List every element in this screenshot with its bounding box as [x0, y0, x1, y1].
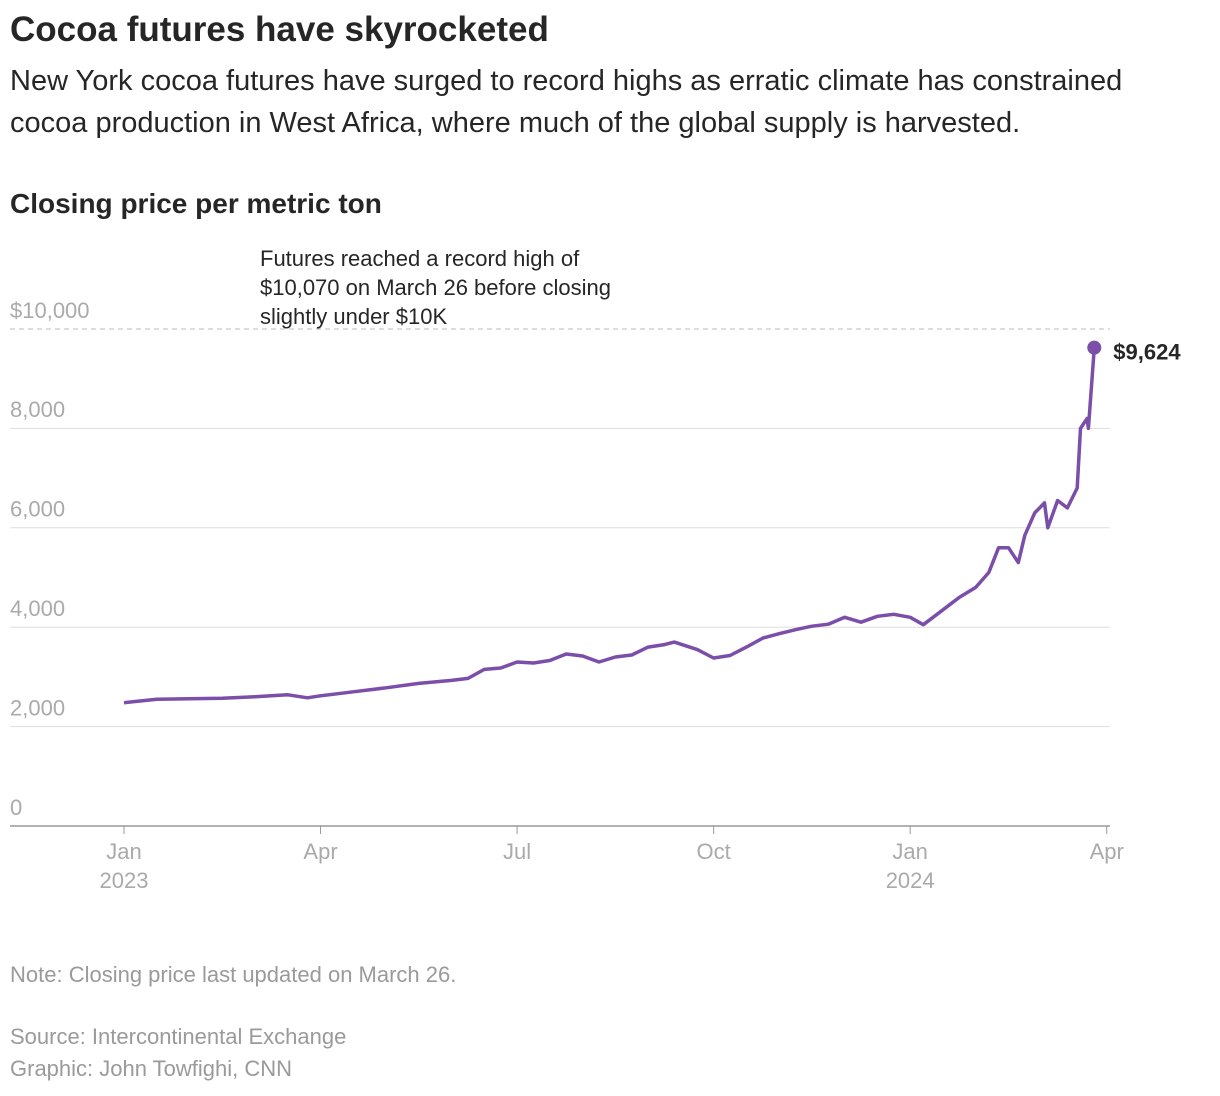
y-tick-label: 2,000 — [10, 695, 65, 720]
x-tick-year: 2023 — [100, 868, 149, 893]
y-tick-label: $10,000 — [10, 298, 90, 323]
y-tick-label: 4,000 — [10, 596, 65, 621]
note: Note: Closing price last updated on Marc… — [10, 962, 457, 987]
x-tick-year: 2024 — [886, 868, 935, 893]
x-tick-label: Apr — [303, 839, 337, 864]
x-tick-label: Jan — [106, 839, 141, 864]
x-tick-label: Oct — [697, 839, 731, 864]
value-label: $9,624 — [1113, 339, 1181, 364]
credit: Graphic: John Towfighi, CNN — [10, 1056, 293, 1081]
annotation: $10,070 on March 26 before closing — [260, 275, 611, 300]
y-axis-label: Closing price per metric ton — [10, 188, 382, 219]
y-tick-label: 6,000 — [10, 497, 65, 522]
end-point — [1087, 340, 1102, 355]
chart-title: Cocoa futures have skyrocketed — [10, 10, 549, 49]
price-line — [123, 347, 1097, 705]
annotation: Futures reached a record high of — [260, 246, 580, 271]
y-tick-label: 8,000 — [10, 397, 65, 422]
x-tick-label: Apr — [1090, 839, 1124, 864]
y-tick-label: 0 — [10, 795, 22, 820]
annotation: slightly under $10K — [260, 304, 447, 329]
chart-subtitle: New York cocoa futures have surged to re… — [10, 65, 1123, 139]
source: Source: Intercontinental Exchange — [10, 1024, 347, 1049]
x-tick-label: Jan — [892, 839, 927, 864]
x-tick-label: Jul — [503, 839, 531, 864]
